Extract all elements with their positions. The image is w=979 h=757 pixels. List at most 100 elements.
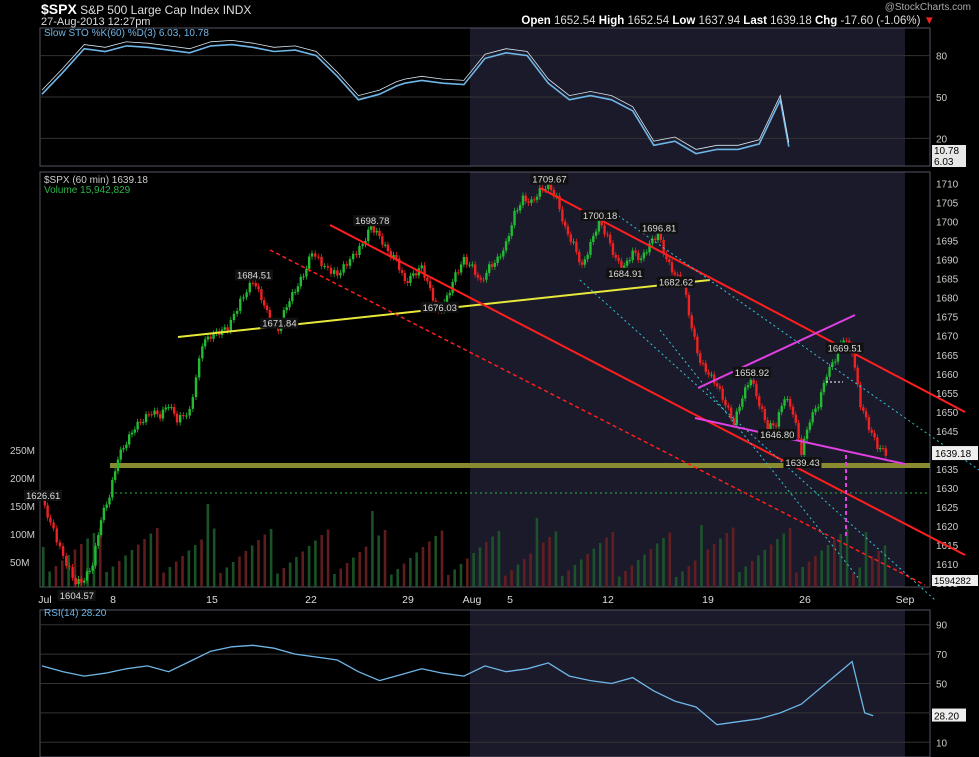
candle-body (507, 235, 511, 242)
volume-bar (288, 562, 292, 587)
volume-bar (668, 532, 672, 587)
candle-body (817, 407, 820, 409)
price-tick-1660: 1660 (936, 370, 959, 381)
candle-body (780, 405, 783, 413)
ohlc-readout: Open 1652.54 High 1652.54 Low 1637.94 La… (521, 15, 935, 27)
volume-bar (719, 538, 722, 587)
candle-body (448, 292, 452, 296)
candle-body (687, 294, 691, 316)
candle-body (797, 422, 800, 439)
volume-bar (510, 570, 513, 587)
candle-body (113, 471, 117, 480)
candle-body (808, 422, 812, 430)
candle-body (355, 253, 358, 255)
candle-body (724, 399, 727, 406)
candle-body (97, 535, 100, 546)
candle-body (431, 288, 435, 301)
volume-bar (244, 551, 248, 587)
volume-bar (320, 535, 324, 587)
candle-body (175, 413, 179, 423)
price-tick-1635: 1635 (936, 465, 959, 476)
candle-body (251, 282, 255, 284)
candle-body (74, 577, 77, 585)
volume-bar (314, 540, 317, 587)
volume-bar (295, 557, 298, 587)
candle-body (606, 234, 609, 236)
volume-bar (693, 560, 697, 587)
volume-bar (782, 533, 786, 587)
volume-bar (447, 575, 450, 587)
annotation-3: 1671.84 (262, 319, 296, 330)
annotation-bg-2 (234, 269, 273, 281)
candle-body (493, 262, 497, 267)
volume-bar (750, 561, 754, 587)
candle-body (580, 262, 584, 265)
candle-body (201, 346, 204, 359)
candle-body (828, 366, 831, 377)
annotation-9: 1696.81 (642, 224, 676, 235)
volume-bar (725, 533, 729, 587)
annotation-11: 1658.92 (735, 368, 769, 379)
volume-bar (181, 556, 184, 587)
candle-body (473, 264, 477, 275)
volume-bar (795, 572, 798, 587)
candle-body (583, 259, 587, 265)
candle-body (623, 265, 626, 268)
candle-body (676, 274, 679, 276)
candle-body (561, 209, 564, 222)
x-tick-4: 29 (402, 594, 414, 606)
rsi-tick-10: 10 (936, 738, 948, 749)
candle-body (862, 407, 865, 412)
shaded-period-1 (470, 172, 905, 587)
candle-body (361, 244, 364, 246)
candle-body (172, 407, 176, 414)
candle-body (758, 396, 761, 407)
candle-body (99, 520, 103, 536)
exchange: INDX (222, 3, 252, 17)
candle-body (746, 385, 750, 388)
candle-body (61, 546, 65, 556)
candle-body (116, 459, 120, 472)
candle-body (326, 266, 330, 268)
volume-bar (193, 545, 197, 587)
volume-bar (864, 532, 868, 587)
candle-body (777, 412, 781, 427)
price-tick-1675: 1675 (936, 313, 959, 324)
open-value: 1652.54 (553, 15, 596, 27)
candle-body (68, 565, 71, 567)
candle-body (65, 555, 68, 566)
candle-body (617, 257, 620, 261)
price-tick-1695: 1695 (936, 237, 959, 248)
candle-body (760, 406, 764, 409)
x-tick-10: Sep (896, 594, 915, 606)
candle-body (853, 353, 857, 368)
volume-bar (263, 534, 267, 587)
volume-bar (409, 558, 412, 587)
candle-body (150, 414, 153, 416)
volume-bar (573, 565, 577, 587)
candle-body (547, 181, 550, 189)
volume-bar (155, 528, 159, 587)
candle-body (800, 438, 803, 455)
candle-body (471, 264, 474, 266)
candle-body (77, 578, 80, 585)
annotation-bg-14 (825, 342, 864, 354)
volume-bar (415, 552, 418, 587)
volume-bar (744, 566, 748, 587)
volume-bar (124, 555, 127, 587)
candle-body (620, 260, 623, 268)
annotation-6: 1709.67 (532, 175, 566, 186)
candle-body (386, 244, 390, 252)
candle-body (381, 236, 384, 245)
volume-bar (149, 533, 153, 587)
candle-body (468, 264, 471, 266)
candle-body (510, 225, 513, 236)
candle-body (242, 297, 245, 299)
symbol-header: $SPX S&P 500 Large Cap Index INDX (41, 1, 251, 17)
candle-body (229, 319, 233, 332)
candle-body (144, 414, 148, 423)
candle-body (323, 266, 326, 268)
annotation-10: 1682.62 (659, 278, 693, 289)
candle-body (479, 277, 482, 280)
volume-bar (712, 544, 716, 587)
